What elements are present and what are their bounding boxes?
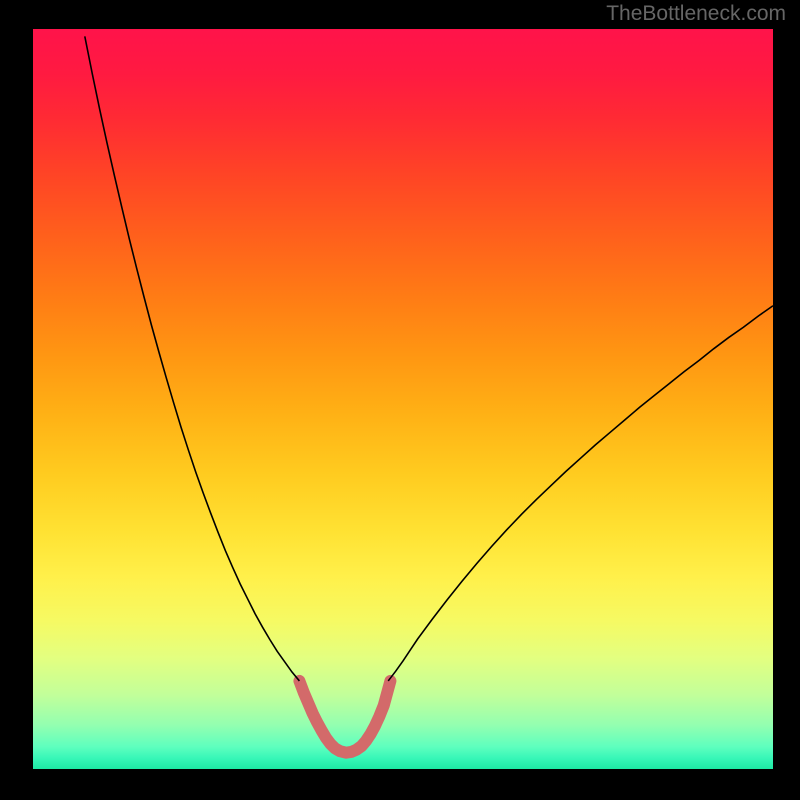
optimal-zone-highlight [299, 681, 390, 753]
chart-stage: TheBottleneck.com [0, 0, 800, 800]
watermark-text: TheBottleneck.com [606, 2, 786, 26]
bottleneck-curve-layer [0, 0, 800, 800]
bottleneck-curve-right [388, 306, 773, 681]
bottleneck-curve-left [85, 36, 300, 681]
